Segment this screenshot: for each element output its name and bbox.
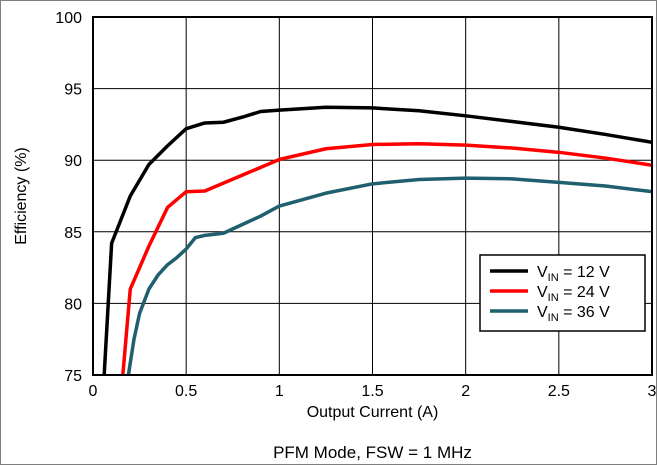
y-tick-label: 90 [64,153,82,170]
y-tick-label: 95 [64,82,82,99]
x-tick-label: 2.5 [548,383,570,400]
series-lines [102,105,652,375]
y-tick-label: 75 [64,368,82,385]
series-line-3 [126,176,652,375]
legend-label: VIN = 24 V [537,284,610,304]
x-tick-label: 2 [461,383,470,400]
x-tick-label: 0.5 [175,383,197,400]
series-line-2 [121,141,652,375]
x-tick-label: 1.5 [361,383,383,400]
y-tick-label: 85 [64,225,82,242]
y-tick-label: 80 [64,296,82,313]
legend-label: VIN = 36 V [537,304,610,324]
tick-labels: 0 0.5 1 1.5 2 2.5 3 75 80 85 90 95 100 [55,10,656,400]
x-axis-title: Output Current (A) [307,404,439,421]
y-axis-title: Efficiency (%) [13,147,30,245]
x-tick-label: 1 [275,383,284,400]
plot-area-frame [92,16,653,376]
x-tick-label: 3 [648,383,657,400]
legend-label: VIN = 12 V [537,264,610,284]
y-tick-label: 100 [55,10,82,27]
legend-box [479,254,646,332]
chart-caption: PFM Mode, FSW = 1 MHz [273,443,472,462]
x-tick-label: 0 [89,383,98,400]
series-line-1 [102,105,652,375]
